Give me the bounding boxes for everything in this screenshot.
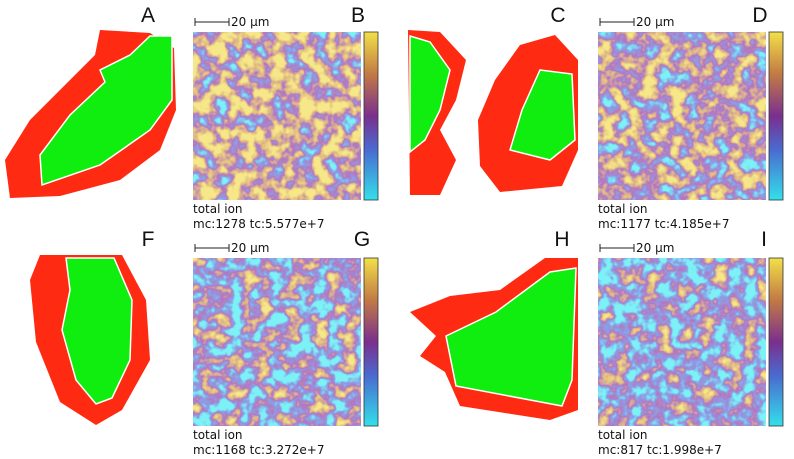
sims-image [598, 32, 766, 200]
scale-bar-label: 20 µm [231, 241, 269, 255]
panel-label: C [550, 4, 565, 27]
panel-label: H [554, 228, 569, 251]
panel-label: F [142, 228, 155, 251]
scale-bar-label: 20 µm [231, 15, 269, 29]
sims-image [193, 32, 361, 200]
colorbar [363, 257, 379, 427]
mask-a [5, 30, 176, 198]
colorbar [363, 31, 379, 201]
sims-image [598, 258, 766, 426]
mask-h [410, 258, 578, 420]
caption-line: total ion [193, 428, 243, 442]
panel-label: B [351, 4, 365, 27]
scale-bar-label: 20 µm [636, 241, 674, 255]
caption-line: mc:1278 tc:5.577e+7 [193, 217, 324, 231]
panel-label: G [354, 228, 370, 251]
scale-bar-line [194, 18, 230, 26]
caption-line: total ion [598, 428, 648, 442]
colorbar [768, 31, 784, 201]
scale-bar-line [599, 244, 635, 252]
panel-label: A [141, 4, 155, 27]
scale-bar-label: 20 µm [636, 15, 674, 29]
panel-label: I [761, 228, 767, 251]
caption-line: mc:1177 tc:4.185e+7 [598, 217, 729, 231]
caption-line: total ion [193, 202, 243, 216]
panel-label: D [752, 4, 767, 27]
caption-line: mc:1168 tc:3.272e+7 [193, 443, 324, 457]
sims-image [193, 258, 361, 426]
mask-c [408, 30, 578, 195]
caption-line: mc:817 tc:1.998e+7 [598, 443, 722, 457]
scale-bar-line [194, 244, 230, 252]
scale-bar-line [599, 18, 635, 26]
mask-f [30, 255, 150, 425]
caption-line: total ion [598, 202, 648, 216]
colorbar [768, 257, 784, 427]
